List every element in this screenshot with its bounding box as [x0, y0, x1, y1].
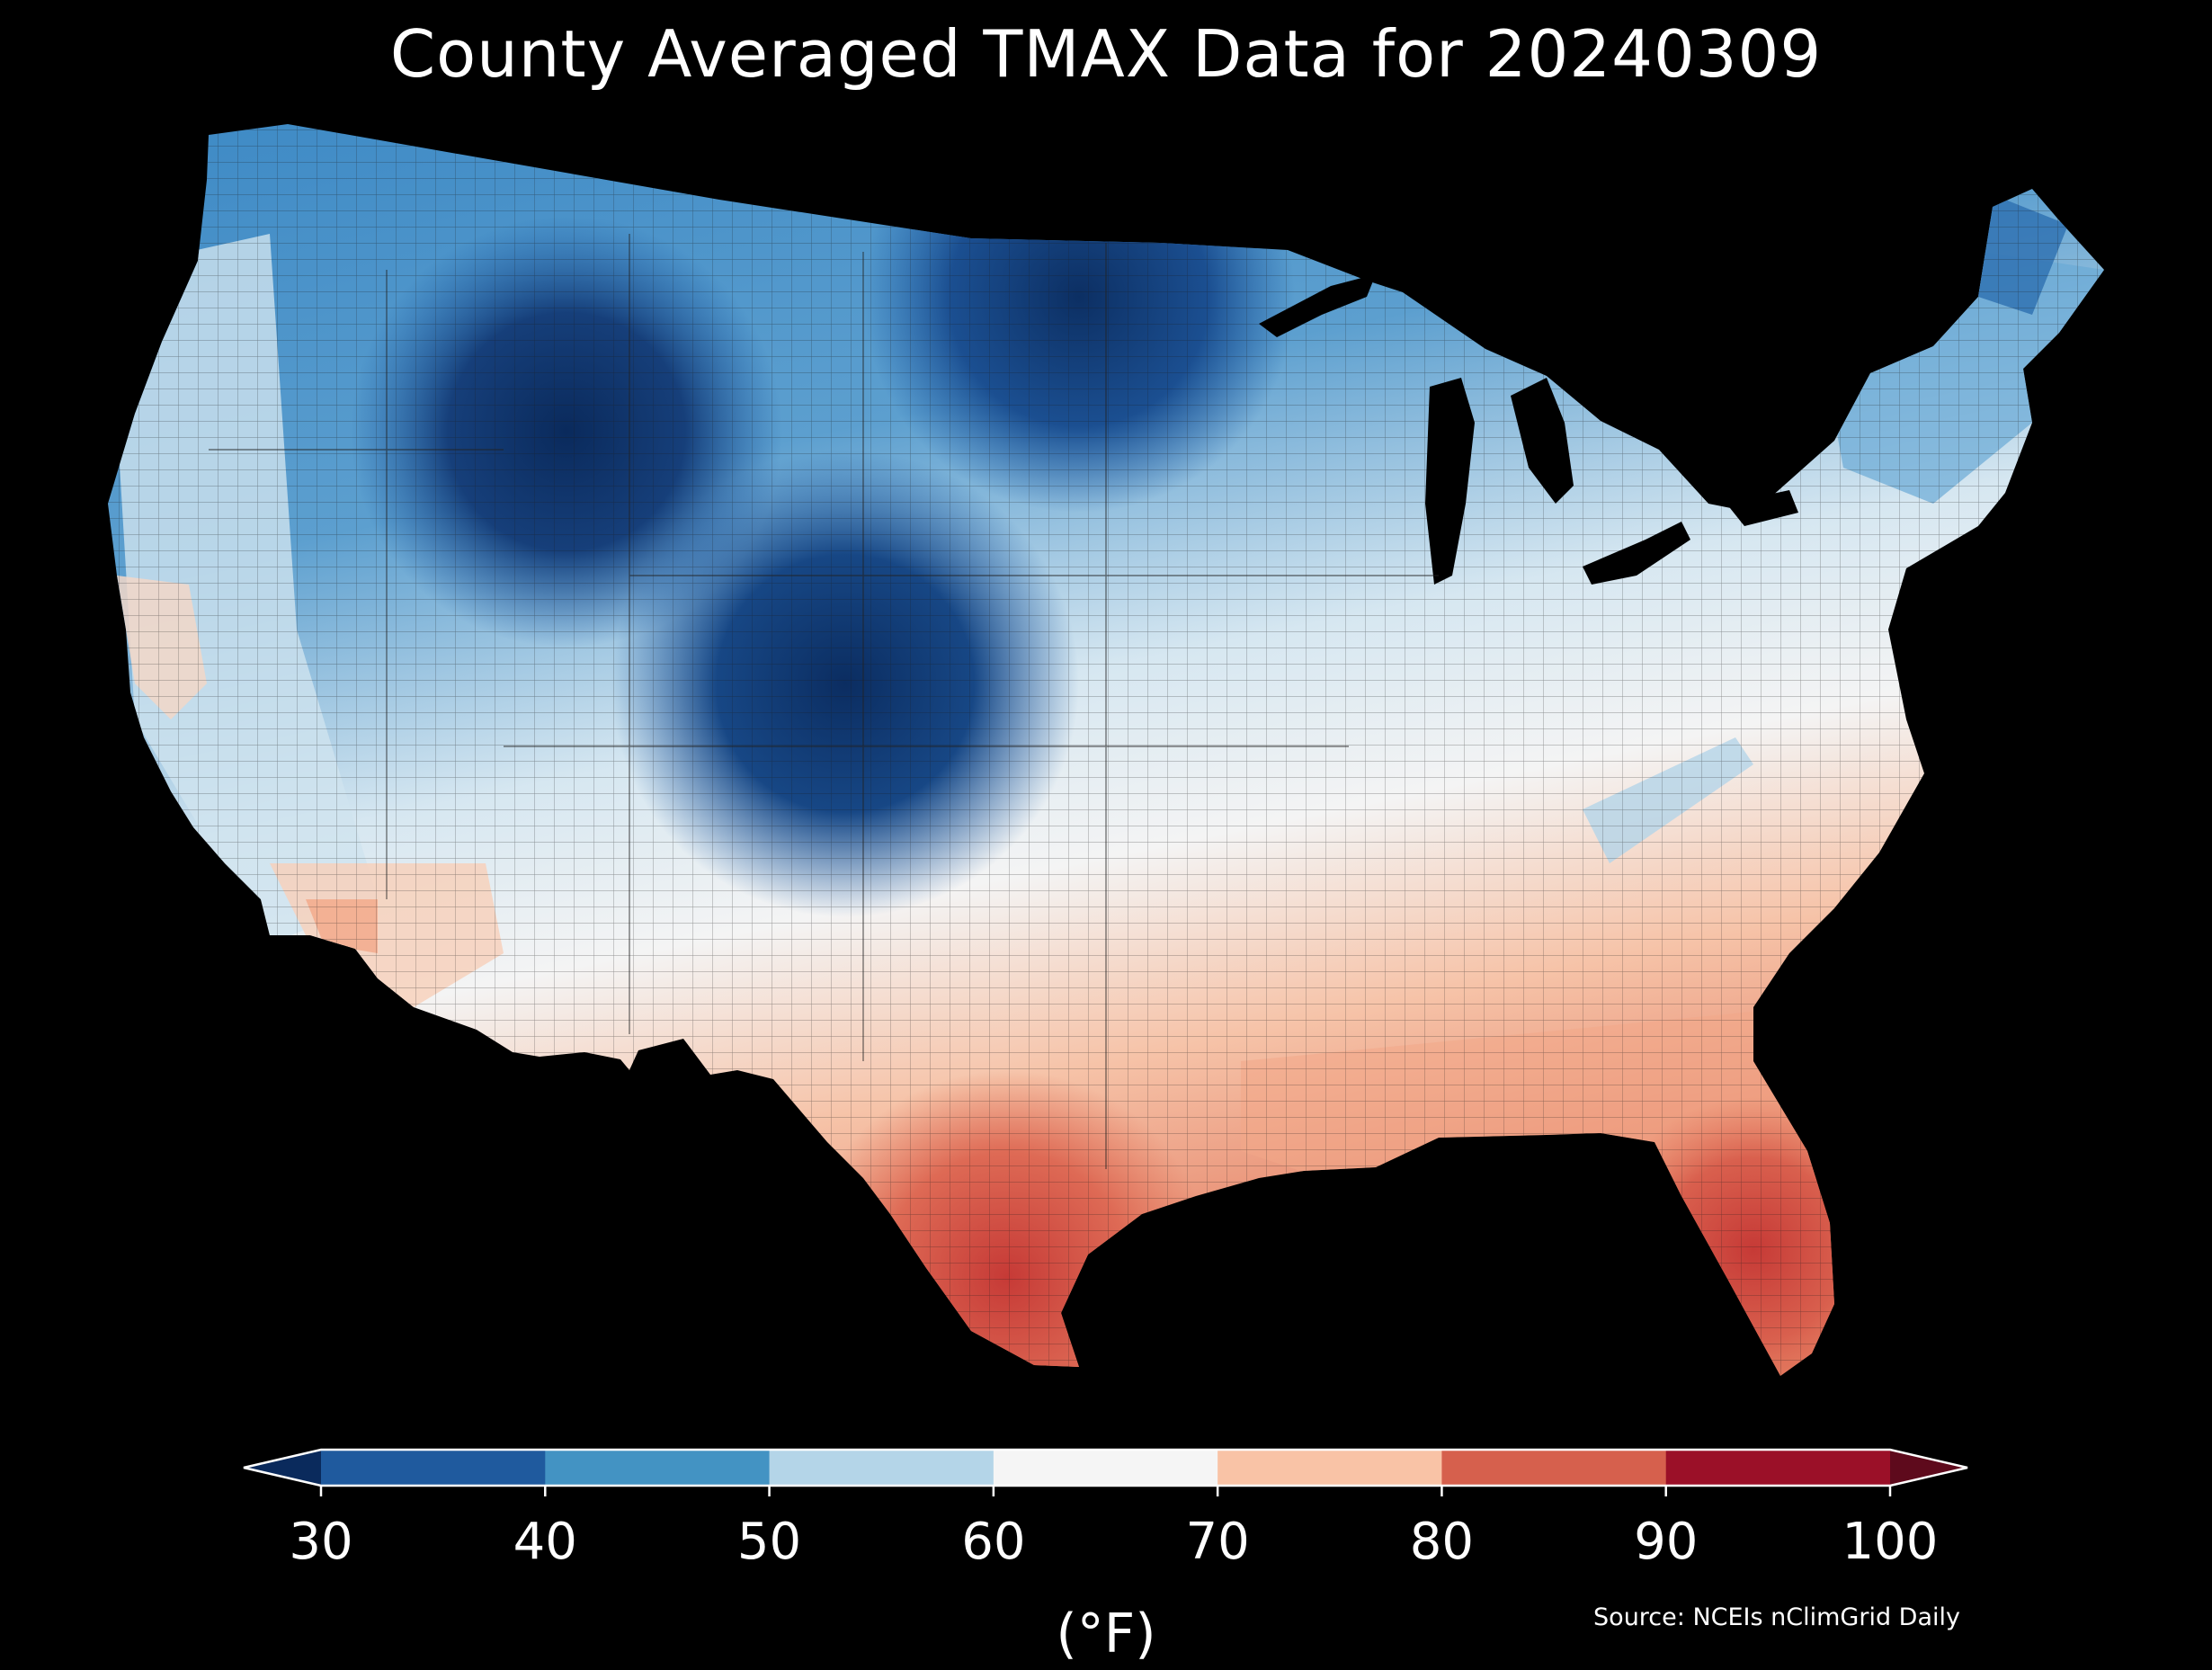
colorbar-tick-label: 80 — [1409, 1513, 1475, 1571]
colorbar-tick-label: 100 — [1842, 1513, 1939, 1571]
colorbar-extend-low — [244, 1450, 321, 1486]
source-credit: Source: NCEIs nClimGrid Daily — [1593, 1603, 1960, 1631]
colorbar-tick-label: 70 — [1185, 1513, 1250, 1571]
colorbar-bin — [545, 1450, 771, 1486]
colorbar-bin — [1217, 1450, 1442, 1486]
colorbar-bin — [769, 1450, 995, 1486]
colorbar-bin — [993, 1450, 1218, 1486]
colorbar-tick-label: 40 — [513, 1513, 577, 1571]
colorbar-tick-label: 30 — [289, 1513, 353, 1571]
map-title: County Averaged TMAX Data for 20240309 — [389, 16, 1823, 92]
colorbar-units-label: (°F) — [1056, 1603, 1156, 1666]
great-lakes — [1259, 274, 1798, 585]
region-borders — [209, 234, 1439, 1169]
colorbar-bin — [321, 1450, 546, 1486]
colorbar-tick-label: 90 — [1634, 1513, 1699, 1571]
colorbar-bin — [1441, 1450, 1667, 1486]
colorbar-bin — [1665, 1450, 1891, 1486]
colorbar-tick-label: 50 — [736, 1513, 802, 1571]
colorbar-extend-high — [1890, 1450, 1967, 1486]
colorbar-tick-label: 60 — [961, 1513, 1026, 1571]
